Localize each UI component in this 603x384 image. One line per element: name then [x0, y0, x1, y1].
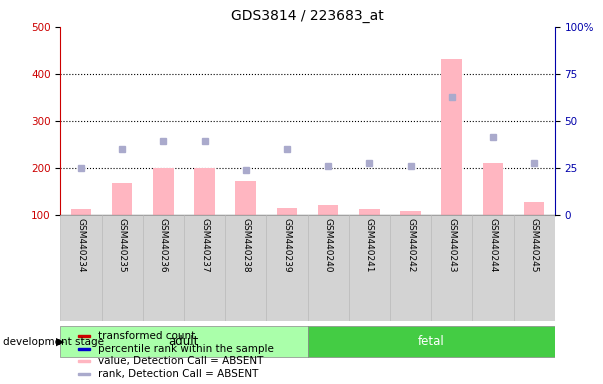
Bar	[472, 215, 514, 321]
Text: GSM440240: GSM440240	[324, 218, 333, 273]
Text: GSM440241: GSM440241	[365, 218, 374, 273]
Bar	[225, 215, 267, 321]
Bar	[78, 348, 90, 350]
Bar	[101, 215, 143, 321]
Bar	[194, 168, 215, 215]
Text: GSM440243: GSM440243	[447, 218, 456, 273]
Text: development stage: development stage	[3, 337, 104, 347]
Bar	[60, 326, 308, 357]
Title: GDS3814 / 223683_at: GDS3814 / 223683_at	[231, 9, 384, 23]
Bar	[184, 215, 225, 321]
Bar	[267, 215, 308, 321]
Text: percentile rank within the sample: percentile rank within the sample	[98, 344, 274, 354]
Bar	[359, 209, 380, 215]
Text: GSM440235: GSM440235	[118, 218, 127, 273]
Bar	[349, 215, 390, 321]
Bar	[235, 181, 256, 215]
Text: GSM440245: GSM440245	[529, 218, 538, 273]
Bar	[277, 208, 297, 215]
Bar	[78, 336, 90, 338]
Bar	[524, 202, 545, 215]
Bar	[78, 373, 90, 375]
Bar	[71, 209, 91, 215]
Text: transformed count: transformed count	[98, 331, 195, 341]
Bar	[318, 205, 338, 215]
Bar	[60, 215, 101, 321]
Bar	[143, 215, 184, 321]
Text: fetal: fetal	[418, 335, 444, 348]
Text: GSM440234: GSM440234	[77, 218, 86, 273]
Bar	[78, 361, 90, 362]
Text: rank, Detection Call = ABSENT: rank, Detection Call = ABSENT	[98, 369, 258, 379]
Bar	[441, 59, 462, 215]
Bar	[482, 163, 504, 215]
Bar	[390, 215, 431, 321]
Bar	[308, 215, 349, 321]
Text: GSM440239: GSM440239	[282, 218, 291, 273]
Text: ▶: ▶	[56, 337, 65, 347]
Bar	[153, 168, 174, 215]
Bar	[308, 326, 555, 357]
Bar	[514, 215, 555, 321]
Text: GSM440238: GSM440238	[241, 218, 250, 273]
Text: value, Detection Call = ABSENT: value, Detection Call = ABSENT	[98, 356, 263, 366]
Bar	[431, 215, 472, 321]
Bar	[400, 211, 421, 215]
Text: GSM440242: GSM440242	[406, 218, 415, 273]
Text: GSM440244: GSM440244	[488, 218, 497, 273]
Text: GSM440236: GSM440236	[159, 218, 168, 273]
Text: adult: adult	[169, 335, 199, 348]
Bar	[112, 183, 133, 215]
Text: GSM440237: GSM440237	[200, 218, 209, 273]
